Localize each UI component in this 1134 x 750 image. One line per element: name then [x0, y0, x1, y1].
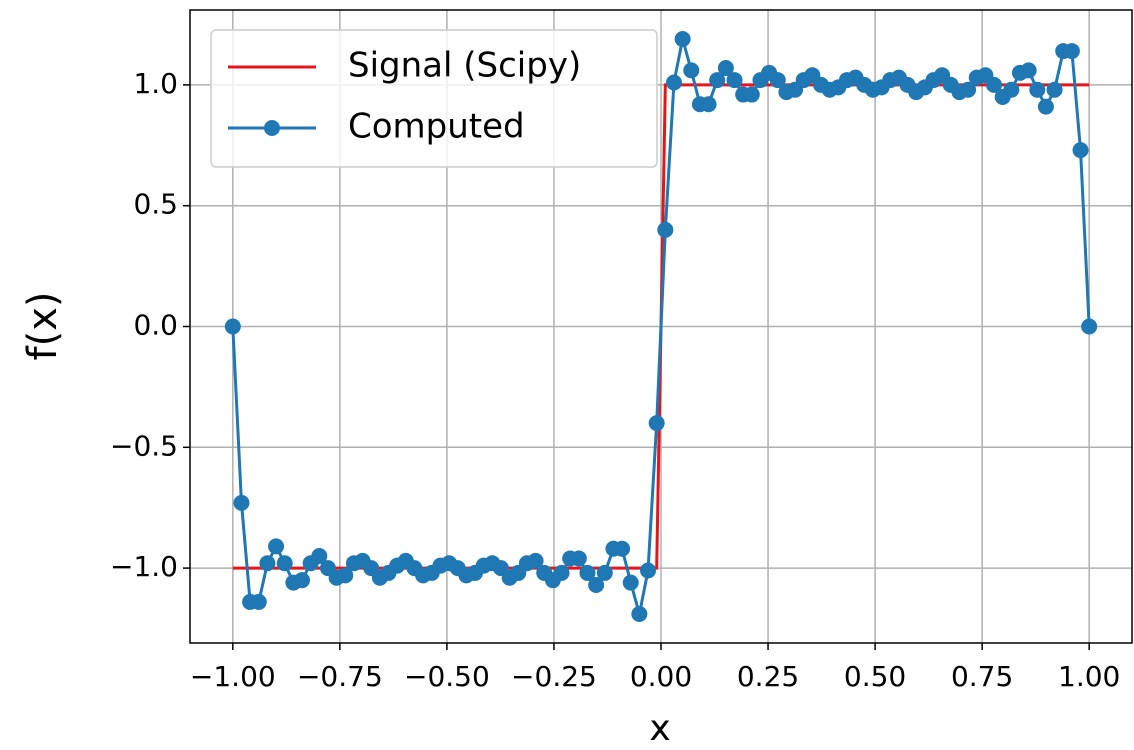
plot-frame — [189, 9, 1133, 644]
data-point — [1020, 62, 1037, 79]
data-point — [1046, 81, 1063, 98]
x-tick-label: −0.75 — [297, 660, 383, 693]
data-point — [259, 555, 276, 572]
legend-box — [210, 29, 658, 168]
data-point — [553, 564, 570, 581]
data-point — [1003, 81, 1020, 98]
data-point — [717, 59, 734, 76]
x-tick-label: 1.00 — [1058, 660, 1120, 693]
data-point — [1081, 318, 1098, 335]
data-point — [614, 540, 631, 557]
data-point — [579, 564, 596, 581]
legend-label: Signal (Scipy) — [348, 46, 581, 86]
x-tick-label: 0.00 — [630, 660, 692, 693]
data-point — [1063, 43, 1080, 60]
data-point — [276, 555, 293, 572]
data-point — [311, 548, 328, 565]
data-point — [588, 577, 605, 594]
data-point — [960, 81, 977, 98]
data-point — [683, 62, 700, 79]
data-point — [527, 552, 544, 569]
data-point — [596, 564, 613, 581]
data-point — [700, 96, 717, 113]
data-point — [268, 538, 285, 555]
data-point — [726, 72, 743, 89]
data-point — [233, 494, 250, 511]
legend-marker — [264, 120, 280, 136]
data-point — [294, 572, 311, 589]
y-tick-label: 0.0 — [133, 309, 178, 342]
data-point — [648, 415, 665, 432]
data-point — [622, 574, 639, 591]
legend-label: Computed — [348, 107, 525, 147]
y-axis-label: f(x) — [20, 292, 66, 361]
data-point — [709, 72, 726, 89]
data-point — [674, 30, 691, 47]
x-tick-label: 0.50 — [844, 660, 906, 693]
x-tick-label: 0.25 — [737, 660, 799, 693]
x-axis-label: x — [649, 708, 670, 749]
data-point — [743, 86, 760, 103]
x-tick-label: −0.50 — [404, 660, 490, 693]
x-tick-label: 0.75 — [951, 660, 1013, 693]
legend: Signal (Scipy) Computed — [210, 29, 658, 168]
y-tick-label: −0.5 — [110, 429, 178, 462]
y-tick-label: −1.0 — [110, 550, 178, 583]
data-point — [665, 74, 682, 91]
data-point — [1029, 81, 1046, 98]
y-tick-label: 0.5 — [133, 188, 178, 221]
data-point — [1037, 98, 1054, 115]
data-point — [1072, 142, 1089, 159]
y-tick-label: 1.0 — [133, 67, 178, 100]
data-point — [657, 221, 674, 238]
data-point — [250, 593, 267, 610]
data-point — [224, 318, 241, 335]
data-point — [986, 76, 1003, 93]
data-point — [631, 606, 648, 623]
data-point — [570, 550, 587, 567]
x-tick-label: −1.00 — [190, 660, 276, 693]
data-point — [769, 72, 786, 89]
data-point — [640, 562, 657, 579]
x-tick-label: −0.25 — [511, 660, 597, 693]
data-point — [337, 567, 354, 584]
